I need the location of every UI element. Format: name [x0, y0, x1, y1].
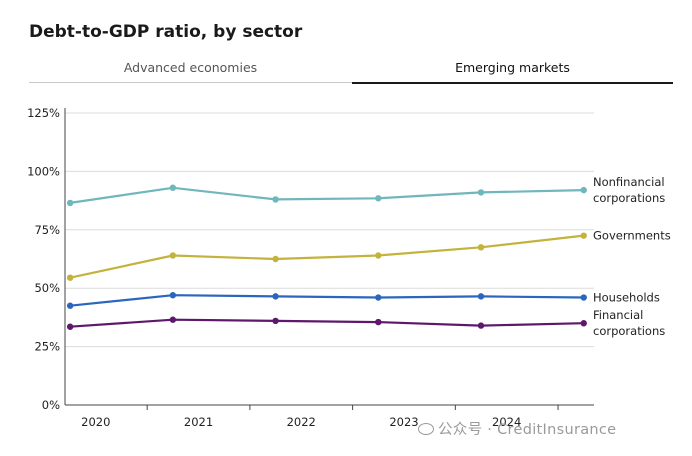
data-point — [477, 322, 485, 329]
watermark: 公众号 · CreditInsurance — [418, 418, 616, 439]
x-tick-label: 2023 — [389, 415, 418, 429]
data-point — [169, 252, 177, 259]
data-point — [272, 196, 279, 203]
series-label: corporations — [593, 191, 665, 205]
data-point — [272, 293, 279, 300]
series-label: Households — [593, 291, 660, 305]
series-line-1 — [69, 234, 584, 279]
y-tick-label: 125% — [27, 106, 60, 120]
data-point — [580, 232, 587, 239]
data-point — [169, 184, 177, 191]
series-line-2 — [69, 294, 584, 307]
data-point — [66, 199, 74, 207]
chart-title: Debt-to-GDP ratio, by sector — [29, 22, 303, 42]
data-point — [272, 317, 279, 325]
y-tick-label: 25% — [34, 340, 60, 354]
data-point — [66, 274, 74, 281]
data-point — [580, 186, 587, 194]
data-point — [375, 294, 382, 301]
data-point — [375, 252, 382, 259]
x-tick-label: 2021 — [184, 415, 213, 429]
wechat-icon — [418, 423, 434, 435]
series-line-3 — [70, 318, 584, 328]
data-point — [375, 195, 382, 202]
data-point — [272, 255, 279, 263]
series-label: Governments — [593, 229, 671, 243]
series-label: corporations — [593, 324, 665, 338]
series-label: Financial — [593, 308, 643, 322]
y-tick-label: 100% — [27, 164, 60, 178]
data-point — [477, 189, 485, 196]
x-tick-label: 2022 — [287, 415, 316, 429]
x-tick-label: 2020 — [81, 415, 110, 429]
y-tick-label: 0% — [42, 398, 60, 412]
x-tick-label: 2024 — [492, 415, 521, 429]
data-point — [580, 294, 587, 301]
data-point — [477, 244, 485, 251]
data-point — [375, 318, 382, 326]
region-tabs: Advanced economies Emerging markets — [29, 58, 673, 84]
tab-emerging-markets[interactable]: Emerging markets — [352, 58, 673, 84]
data-point — [169, 292, 177, 299]
data-point — [66, 323, 74, 330]
data-point — [580, 320, 587, 327]
series-line-0 — [69, 186, 584, 204]
data-point — [66, 302, 74, 309]
y-tick-label: 50% — [34, 281, 60, 295]
data-point — [477, 293, 485, 300]
data-point — [169, 316, 177, 323]
watermark-text: 公众号 · CreditInsurance — [438, 422, 617, 438]
tab-advanced-economies[interactable]: Advanced economies — [29, 58, 352, 83]
y-tick-label: 75% — [34, 223, 60, 237]
series-label: Nonfinancial — [593, 175, 665, 189]
